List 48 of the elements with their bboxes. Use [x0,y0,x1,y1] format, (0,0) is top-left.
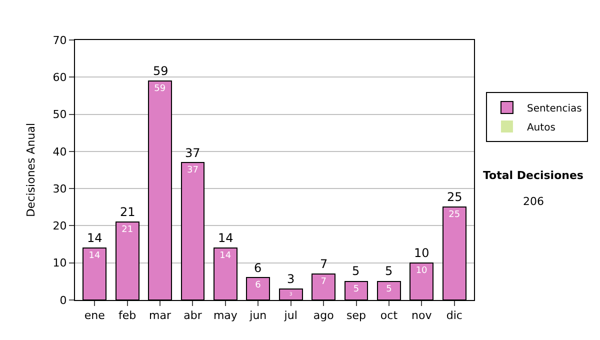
y-axis-title: Decisiones Anual [24,122,38,218]
data-label: 25 [448,210,460,220]
x-tick-label: jul [283,309,298,322]
y-tick-label: 20 [52,220,67,233]
data-label: 14 [220,251,232,261]
data-label: 21 [122,225,134,235]
total-label: 14 [218,231,234,245]
legend-label: Autos [526,122,556,134]
y-tick-label: 30 [52,182,67,196]
data-label: 14 [88,251,100,261]
x-tick-label: abr [184,309,202,322]
total-label: 5 [352,264,360,278]
text: Total Decisiones [483,169,584,182]
total-label: 10 [414,246,430,260]
x-tick-label: jun [248,309,267,322]
total-label: 25 [447,190,462,204]
total-label: 6 [254,261,262,275]
total-label: 21 [120,205,136,219]
data-label: 59 [154,84,166,94]
total-label: 5 [385,264,393,278]
y-tick-label: 40 [52,145,67,158]
x-tick-label: may [213,309,238,322]
text: 206 [523,195,544,208]
x-tick-label: mar [149,309,172,322]
total-label: 59 [153,64,168,78]
legend-label: Sentencias [526,103,582,114]
x-tick-label: nov [412,309,432,322]
y-tick-label: 0 [60,294,67,307]
x-tick-label: oct [380,309,398,322]
data-label: 6 [255,280,262,291]
total-label: 3 [287,272,295,286]
y-tick-label: 70 [52,34,67,47]
data-label: 7 [320,277,326,287]
total-label: 7 [320,257,328,271]
x-tick-label: feb [118,309,136,322]
y-tick-label: 50 [52,108,67,122]
x-tick-label: ene [84,309,106,322]
total-label: 14 [87,231,102,245]
x-tick-label: sep [346,309,366,322]
total-label: 37 [185,146,200,160]
y-tick-label: 60 [52,70,67,84]
y-tick-label: 10 [52,256,67,270]
data-label: 10 [416,266,428,276]
x-tick-label: ago [313,309,334,322]
data-label: 5 [353,284,360,294]
data-label: 5 [386,284,392,294]
x-tick-label: dic [446,309,462,322]
data-label: 37 [187,166,198,176]
